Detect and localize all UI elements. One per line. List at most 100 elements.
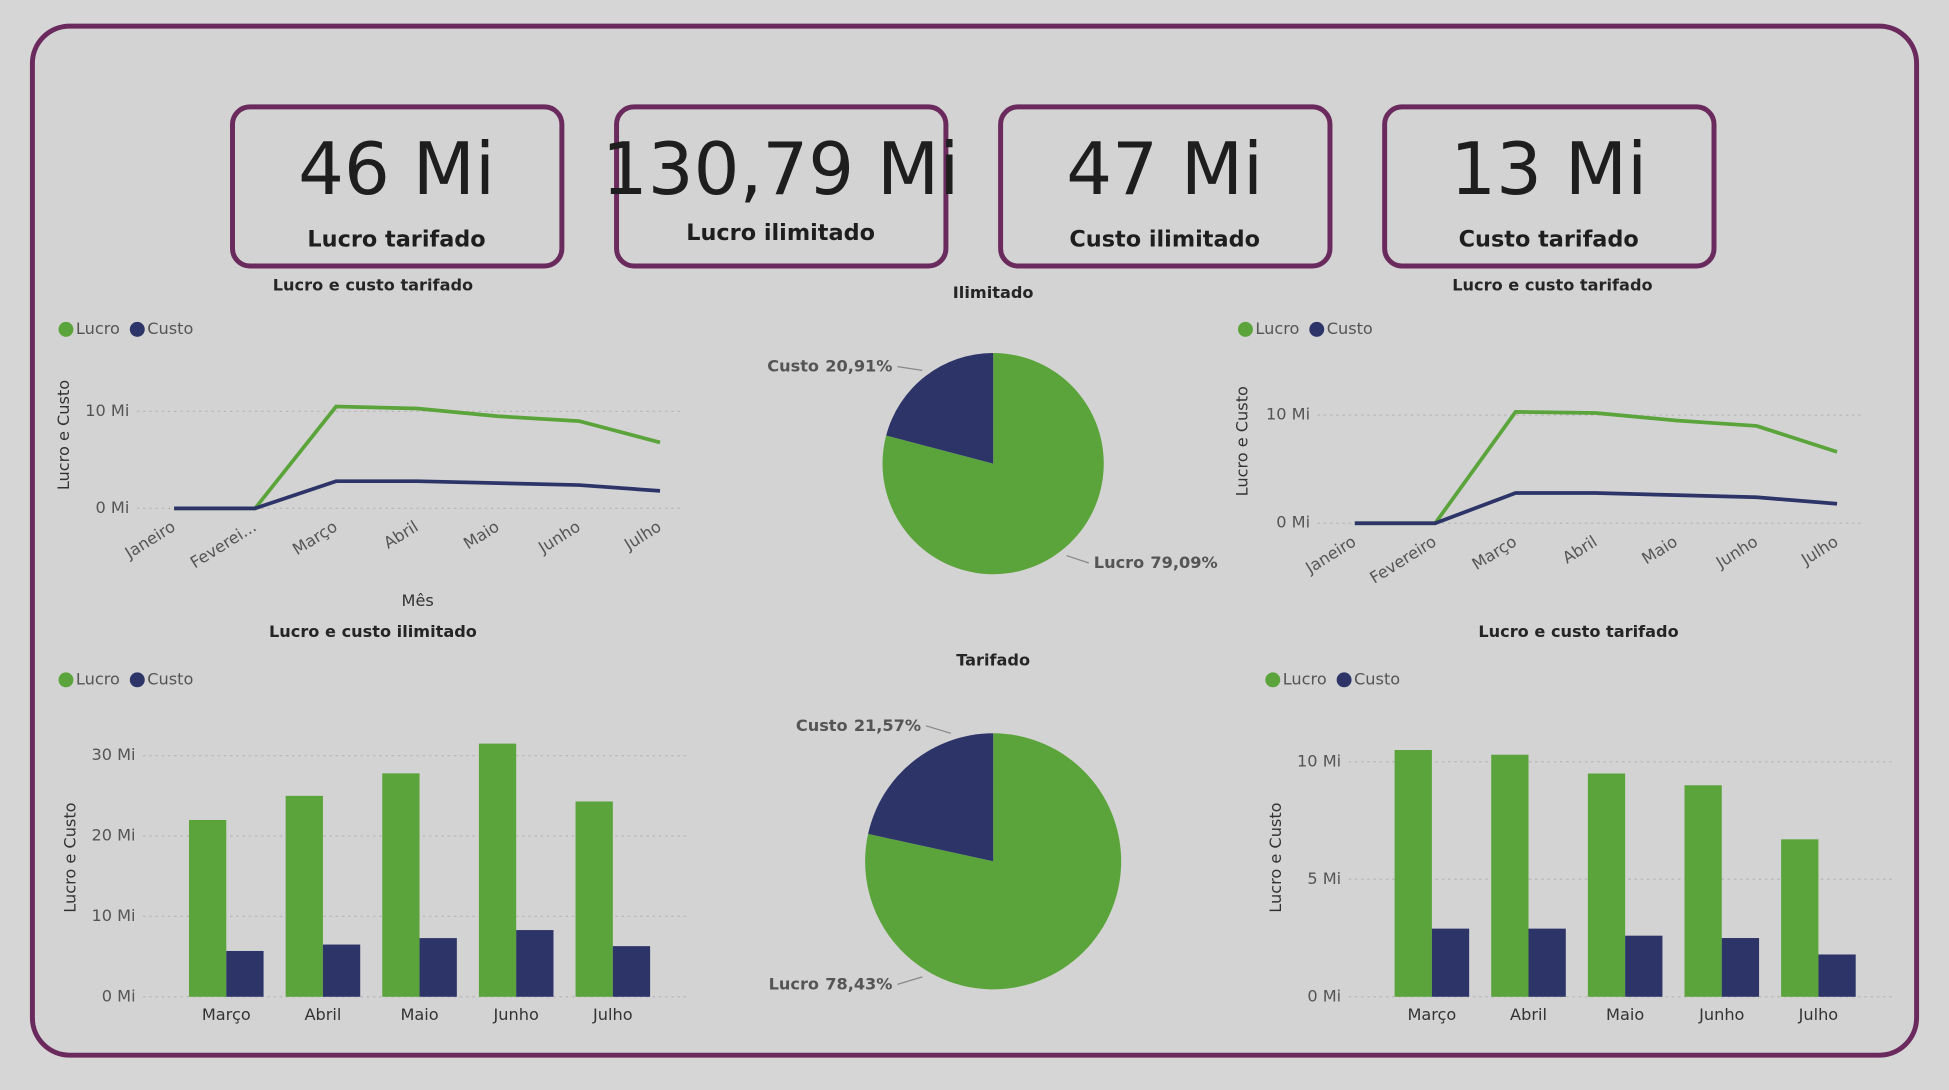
x-tick-label: Julho (1798, 1005, 1839, 1024)
slice-category: Lucro (1094, 553, 1144, 572)
chart-bar: Lucro e custo tarifado Lucro Custo 0 Mi 5 Mi… (1265, 622, 1896, 1024)
y-tick-label: 0 Mi (96, 498, 130, 517)
y-tick-label: 10 Mi (91, 906, 135, 925)
bar (1818, 954, 1856, 997)
charts: Lucro e custo tarifado Lucro Custo 0 Mi 10 M… (54, 275, 1896, 1024)
x-tick-label: Maio (400, 1005, 438, 1024)
slice-category: Lucro (769, 974, 819, 993)
leader-line (897, 976, 923, 985)
bar (575, 801, 613, 997)
x-tick-label: Julho (592, 1005, 633, 1024)
y-axis-title: Lucro e Custo (1266, 802, 1285, 912)
legend-marker (129, 672, 145, 688)
legend-marker (1265, 672, 1281, 688)
kpi-label: Custo ilimitado (1069, 226, 1260, 252)
legend-marker (129, 321, 145, 337)
y-tick-label: 10 Mi (85, 401, 129, 420)
slice-value: 20,91% (825, 356, 892, 375)
kpi-value: 130,79 Mi (602, 127, 959, 211)
y-axis-title: Lucro e Custo (1232, 386, 1251, 496)
chart-line: Lucro e custo tarifado Lucro Custo 0 Mi 10 M… (1232, 275, 1865, 587)
line-series (1354, 491, 1838, 526)
pie-slice (865, 733, 1122, 990)
legend-label: Lucro (1283, 669, 1327, 688)
bar (1587, 773, 1626, 997)
kpi-label: Custo tarifado (1459, 226, 1639, 252)
kpi-label: Lucro ilimitado (686, 220, 875, 246)
chart-title: Lucro e custo tarifado (1452, 275, 1652, 294)
slice-label: Custo 21,57% (796, 715, 921, 734)
y-tick-label: 0 Mi (1307, 986, 1341, 1005)
cards: 46 Mi Lucro tarifado 130,79 Mi Lucro ilimit… (230, 104, 1717, 269)
bar (1528, 928, 1566, 997)
bar (1491, 754, 1529, 997)
chart-title: Lucro e custo ilimitado (269, 622, 477, 641)
x-tick-label: Junho (1698, 1005, 1744, 1024)
x-axis-title: Mês (402, 591, 434, 610)
y-tick-label: 0 Mi (1276, 513, 1310, 532)
kpi-value: 13 Mi (1450, 127, 1647, 211)
bar (1625, 935, 1663, 997)
legend-marker (1309, 321, 1325, 337)
y-axis-title: Lucro e Custo (60, 802, 79, 912)
bar (1781, 839, 1819, 997)
chart-bar: Lucro e custo ilimitado Lucro Custo 0 Mi 10 … (58, 622, 690, 1024)
legend-marker (1237, 321, 1253, 337)
x-tick-label: Março (1407, 1005, 1456, 1024)
kpi-label: Lucro tarifado (307, 226, 485, 252)
kpi-card (614, 104, 949, 269)
line-series (174, 479, 661, 511)
legend-marker (58, 321, 74, 337)
y-tick-label: 0 Mi (102, 986, 136, 1005)
legend-label: Custo (1327, 319, 1373, 338)
x-tick-label: Abril (304, 1005, 341, 1024)
y-tick-label: 30 Mi (91, 745, 135, 764)
kpi-card (230, 104, 565, 269)
legend-marker (1336, 672, 1352, 688)
bar (419, 938, 457, 997)
bar (1394, 750, 1432, 997)
bar (189, 819, 227, 997)
slice-label: Custo 20,91% (767, 356, 892, 375)
pie-slice (886, 352, 994, 464)
slice-value: 79,09% (1150, 553, 1217, 572)
legend-label: Lucro (1255, 319, 1299, 338)
x-tick-label: Junho (493, 1005, 539, 1024)
bar (285, 795, 323, 997)
leader-line (897, 366, 923, 371)
bar (478, 743, 517, 997)
y-axis-title: Lucro e Custo (54, 380, 73, 490)
bar (1684, 785, 1722, 997)
legend-label: Lucro (76, 669, 120, 688)
legend-label: Custo (147, 319, 193, 338)
bar (516, 930, 554, 997)
slice-value: 78,43% (825, 974, 892, 993)
legend-label: Custo (1354, 669, 1400, 688)
slice-label: Lucro 79,09% (1094, 553, 1218, 572)
bar (322, 944, 361, 997)
chart-pie: Ilimitado Lucro 79,09% Custo 20,91% (767, 283, 1218, 575)
bar (612, 946, 651, 997)
legend-label: Custo (147, 669, 193, 688)
kpi-card (1382, 104, 1717, 269)
bar (1721, 938, 1760, 997)
chart-title: Lucro e custo tarifado (273, 275, 473, 294)
y-tick-label: 5 Mi (1307, 869, 1341, 888)
y-tick-label: 10 Mi (1297, 751, 1341, 770)
slice-value: 21,57% (854, 715, 921, 734)
y-tick-label: 10 Mi (1266, 405, 1310, 424)
slice-label: Lucro 78,43% (769, 974, 893, 993)
legend-marker (58, 672, 74, 688)
kpi-card (998, 104, 1333, 269)
pie-slice (868, 733, 994, 862)
leader-line (925, 725, 952, 734)
chart-pie: Tarifado Lucro 78,43% Custo 21,57% (769, 651, 1122, 993)
kpi-value: 46 Mi (298, 127, 495, 211)
x-tick-label: Abril (1510, 1005, 1547, 1024)
y-tick-label: 20 Mi (91, 826, 135, 845)
slice-category: Custo (767, 356, 819, 375)
chart-title: Ilimitado (953, 283, 1034, 302)
bar (382, 773, 420, 997)
